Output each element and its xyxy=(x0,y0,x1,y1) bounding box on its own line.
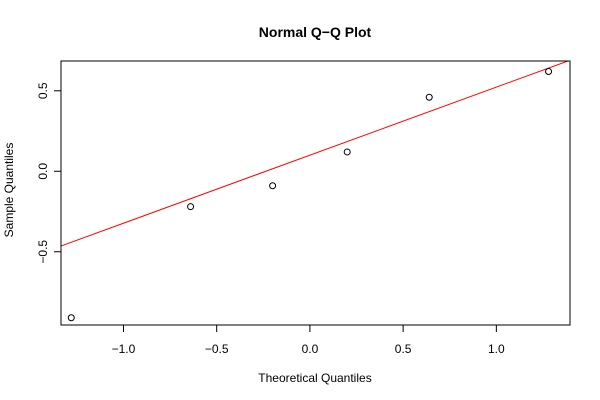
data-point xyxy=(545,67,553,75)
reference-line xyxy=(61,61,570,247)
y-tick-label: 0.5 xyxy=(36,82,50,99)
y-axis: −0.5 0.0 0.5 xyxy=(36,82,62,264)
data-point xyxy=(343,148,351,156)
data-point xyxy=(269,182,277,190)
x-tick-label: 0.5 xyxy=(395,342,412,356)
x-tick-label: 0.0 xyxy=(302,342,319,356)
x-tick-label: −1.0 xyxy=(112,342,136,356)
data-point xyxy=(67,314,75,322)
x-axis: −1.0 −0.5 0.0 0.5 1.0 xyxy=(112,324,505,356)
reference-line-group xyxy=(61,61,570,247)
data-point xyxy=(187,203,195,211)
y-tick-label: −0.5 xyxy=(36,240,50,264)
data-point xyxy=(425,93,433,101)
plot-frame xyxy=(60,60,571,326)
data-points xyxy=(67,67,553,322)
x-axis-label: Theoretical Quantiles xyxy=(258,371,371,385)
y-tick-label: 0.0 xyxy=(36,163,50,180)
x-tick-label: −0.5 xyxy=(205,342,229,356)
chart-title: Normal Q−Q Plot xyxy=(259,24,372,40)
x-tick-label: 1.0 xyxy=(488,342,505,356)
y-axis-label: Sample Quantiles xyxy=(2,143,16,238)
